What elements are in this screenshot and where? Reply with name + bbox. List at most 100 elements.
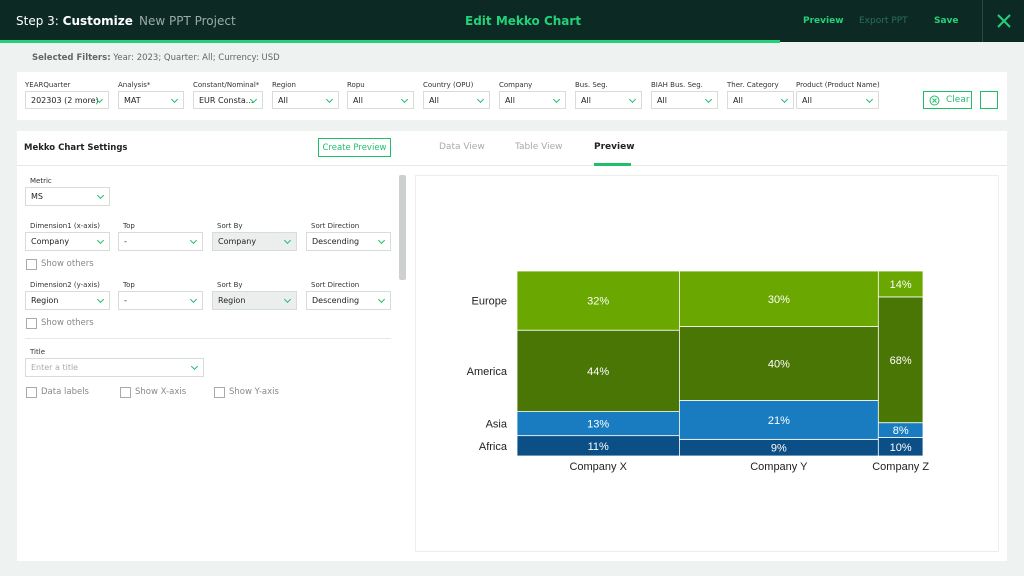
filter-select[interactable]: All xyxy=(575,91,642,109)
value-label: 21% xyxy=(768,415,790,427)
filter-label: Country (OPU) xyxy=(423,81,474,89)
close-icon xyxy=(997,14,1011,28)
x-tick-label: Company X xyxy=(569,461,627,473)
step: Step 3: Customize xyxy=(16,14,133,28)
filter-select[interactable]: EUR Consta... xyxy=(193,91,263,109)
legend-label: America xyxy=(467,366,508,378)
summary-label: Selected Filters: xyxy=(32,53,111,63)
field-label: Dimension1 (x-axis) xyxy=(30,222,101,230)
mekko-cell xyxy=(877,270,924,298)
filter-label: Ropu xyxy=(347,81,365,89)
clear-icon xyxy=(929,95,940,106)
value-label: 11% xyxy=(588,441,609,453)
filters-summary: Selected Filters: Year: 2023; Quarter: A… xyxy=(32,53,280,63)
summary-text: Year: 2023; Quarter: All; Currency: USD xyxy=(113,53,280,63)
filter-select[interactable]: All xyxy=(651,91,718,109)
tab[interactable]: Data View xyxy=(439,142,485,152)
filter-label: YEARQuarter xyxy=(25,81,71,89)
field-select[interactable]: Company xyxy=(25,232,110,251)
checkbox[interactable] xyxy=(26,387,37,398)
field-label: Title xyxy=(30,348,46,356)
checkbox[interactable] xyxy=(214,387,225,398)
field-select[interactable]: - xyxy=(118,291,203,310)
preview-action[interactable]: Preview xyxy=(803,16,844,26)
filter-select[interactable]: MAT xyxy=(118,91,184,109)
clear-button[interactable]: Clear xyxy=(923,91,972,109)
value-label: 30% xyxy=(768,294,790,306)
title-input[interactable]: Enter a title xyxy=(25,358,204,377)
filter-label: Product (Product Name) xyxy=(796,81,880,89)
sort-button[interactable] xyxy=(980,91,998,109)
value-label: 13% xyxy=(587,419,609,431)
export-action[interactable]: Export PPT xyxy=(859,16,908,26)
mekko-cell xyxy=(679,400,879,440)
legend-label: Africa xyxy=(479,441,508,453)
filter-label: Company xyxy=(499,81,533,89)
step-label: Step 3: xyxy=(16,14,59,28)
filter-select[interactable]: All xyxy=(347,91,414,109)
field-label: Sort By xyxy=(217,222,243,230)
field-select[interactable]: Region xyxy=(25,291,110,310)
checkbox[interactable] xyxy=(26,259,37,270)
tab-active[interactable]: Preview xyxy=(594,142,635,152)
filter-select[interactable]: All xyxy=(423,91,490,109)
progress-bar xyxy=(0,40,780,43)
value-label: 9% xyxy=(771,443,787,455)
value-label: 32% xyxy=(587,296,609,308)
clear-label: Clear xyxy=(946,95,970,105)
close-button[interactable] xyxy=(982,0,1024,42)
field-select[interactable]: Company xyxy=(212,232,297,251)
value-label: 8% xyxy=(893,425,909,437)
mekko-cell xyxy=(516,270,680,331)
filter-select[interactable]: All xyxy=(796,91,879,109)
checkbox-label: Show others xyxy=(41,259,94,269)
value-label: 44% xyxy=(587,366,609,378)
field-select[interactable]: - xyxy=(118,232,203,251)
filter-label: Bus. Seg. xyxy=(575,81,608,89)
x-tick-label: Company Y xyxy=(750,461,808,473)
divider xyxy=(17,165,1007,166)
field-label: Metric xyxy=(30,177,52,185)
filter-label: Constant/Nominal* xyxy=(193,81,260,89)
field-label: Sort Direction xyxy=(311,281,360,289)
checkbox-label: Show others xyxy=(41,318,94,328)
scrollbar[interactable] xyxy=(399,175,406,280)
checkbox[interactable] xyxy=(26,318,37,329)
field-label: Dimension2 (y-axis) xyxy=(30,281,100,289)
value-label: 14% xyxy=(890,279,912,291)
filter-label: Ther. Category xyxy=(727,81,779,89)
field-label: Top xyxy=(123,222,135,230)
header xyxy=(0,0,1024,42)
save-action[interactable]: Save xyxy=(934,16,959,26)
field-label: Sort By xyxy=(217,281,243,289)
legend-label: Europe xyxy=(472,296,507,308)
value-label: 68% xyxy=(890,355,912,367)
page-title: Edit Mekko Chart xyxy=(465,14,582,28)
mekko-cell xyxy=(679,270,879,327)
filter-select[interactable]: All xyxy=(499,91,566,109)
metric-select[interactable]: MS xyxy=(25,187,110,206)
field-select[interactable]: Descending xyxy=(306,291,391,310)
checkbox-label: Show X-axis xyxy=(135,387,187,397)
filter-select[interactable]: 202303 (2 more) xyxy=(25,91,109,109)
checkbox-label: Data labels xyxy=(41,387,89,397)
filter-label: Region xyxy=(272,81,296,89)
divider xyxy=(25,338,391,339)
legend-label: Asia xyxy=(486,419,508,431)
filter-select[interactable]: All xyxy=(272,91,339,109)
field-label: Top xyxy=(123,281,135,289)
mekko-cell xyxy=(679,326,879,401)
field-select[interactable]: Descending xyxy=(306,232,391,251)
value-label: 40% xyxy=(768,359,790,371)
checkbox[interactable] xyxy=(120,387,131,398)
mekko-cell xyxy=(516,329,680,413)
create-preview-button[interactable]: Create Preview xyxy=(318,138,391,157)
filter-label: Analysis* xyxy=(118,81,151,89)
field-select[interactable]: Region xyxy=(212,291,297,310)
tab[interactable]: Table View xyxy=(515,142,563,152)
field-label: Sort Direction xyxy=(311,222,360,230)
x-tick-label: Company Z xyxy=(872,461,929,473)
filter-select[interactable]: All xyxy=(727,91,794,109)
checkbox-label: Show Y-axis xyxy=(229,387,279,397)
